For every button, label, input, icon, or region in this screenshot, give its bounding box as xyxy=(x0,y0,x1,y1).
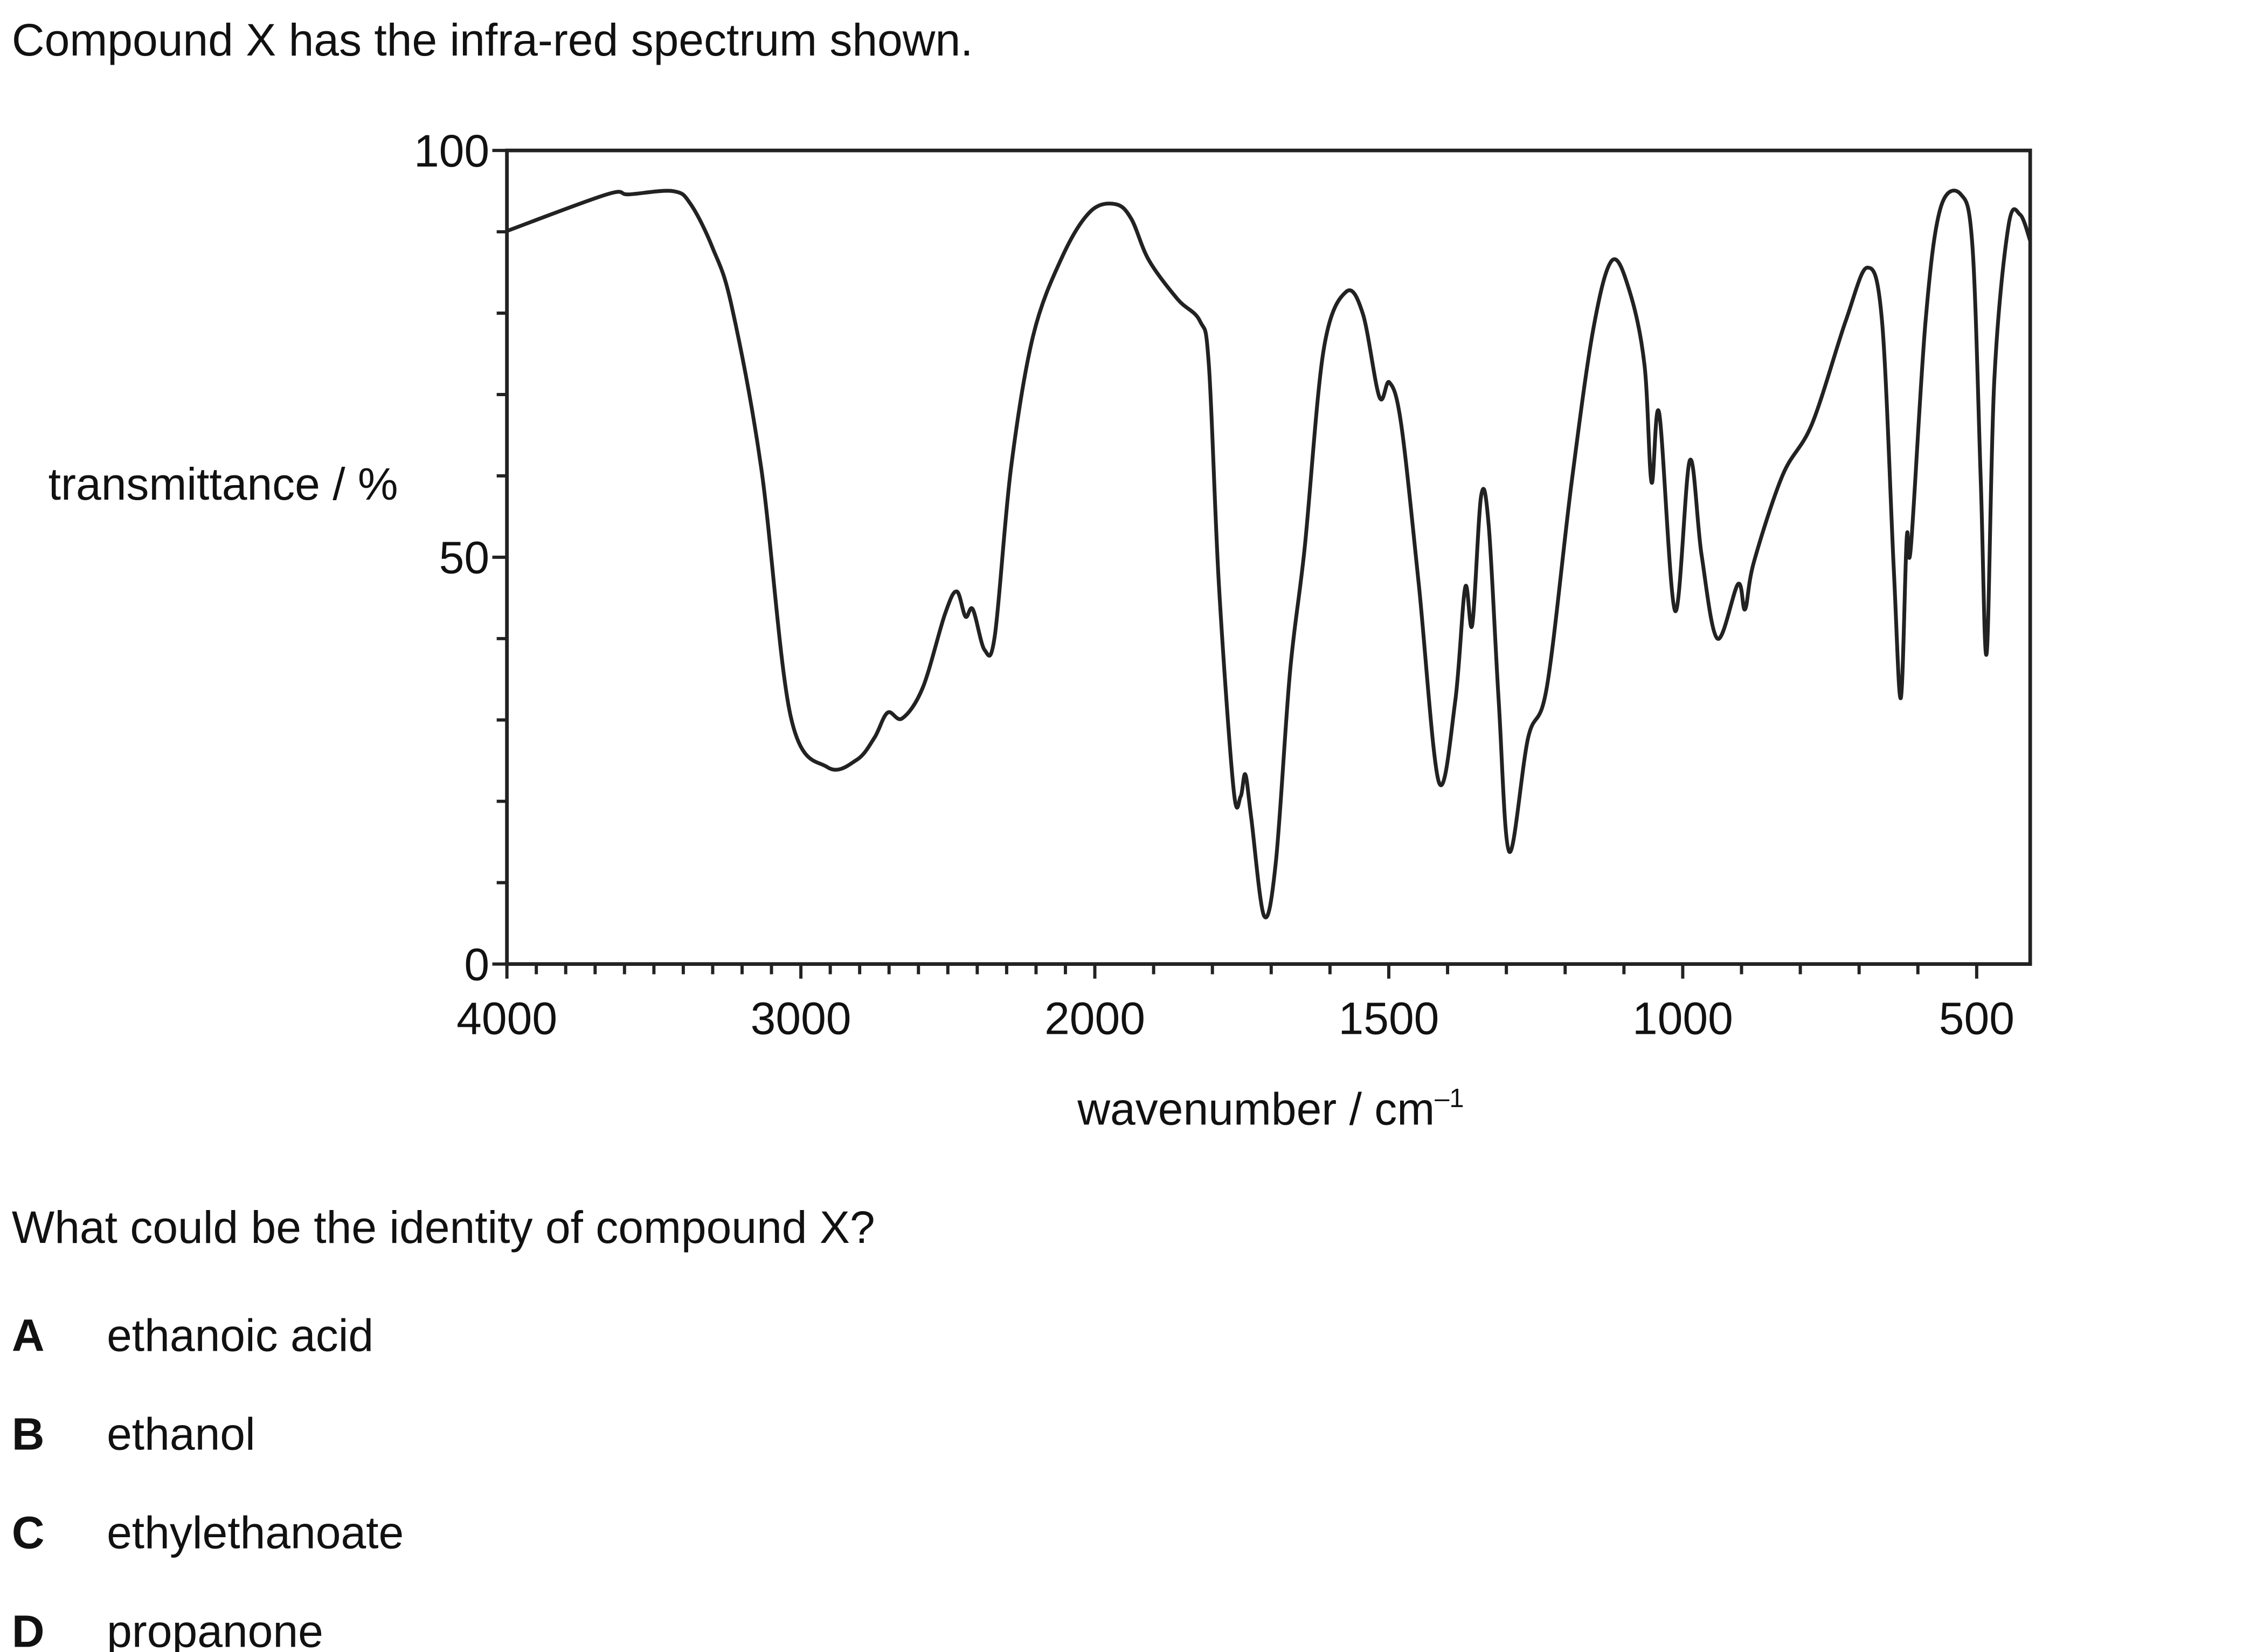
x-tick-label: 1000 xyxy=(1632,993,1733,1044)
x-axis-label-text: wavenumber / cm xyxy=(1077,1084,1435,1135)
x-tick-label: 4000 xyxy=(456,993,557,1044)
option-letter: B xyxy=(12,1409,45,1460)
option-letter: D xyxy=(12,1606,45,1652)
option-text: propanone xyxy=(107,1606,323,1652)
option-text: ethanoic acid xyxy=(107,1310,373,1361)
option-letter: A xyxy=(12,1310,45,1361)
y-tick-label: 50 xyxy=(439,533,489,583)
option-letter: C xyxy=(12,1508,45,1558)
x-tick-label: 500 xyxy=(1939,993,2014,1044)
spectrum-line xyxy=(506,189,2032,920)
x-tick-label: 3000 xyxy=(751,993,851,1044)
question: Compound X has the infra-red spectrum sh… xyxy=(12,15,973,65)
y-axis-label: transmittance / % xyxy=(49,459,398,509)
y-tick-label: 0 xyxy=(464,939,489,990)
option-text: ethylethanoate xyxy=(107,1508,404,1558)
x-tick-label: 2000 xyxy=(1044,993,1145,1044)
x-axis-label: wavenumber / cm–1 xyxy=(1077,1084,1464,1135)
x-tick-label: 1500 xyxy=(1339,993,1439,1044)
x-axis-label-sup: –1 xyxy=(1435,1084,1464,1113)
option-text: ethanol xyxy=(107,1409,255,1460)
y-tick-label: 100 xyxy=(414,126,489,176)
prompt: What could be the identity of compound X… xyxy=(12,1202,875,1253)
plot-frame xyxy=(505,148,2032,966)
plot: 0 50 100 4000 3000 2000 1500 1000 500 xyxy=(414,126,2032,1044)
